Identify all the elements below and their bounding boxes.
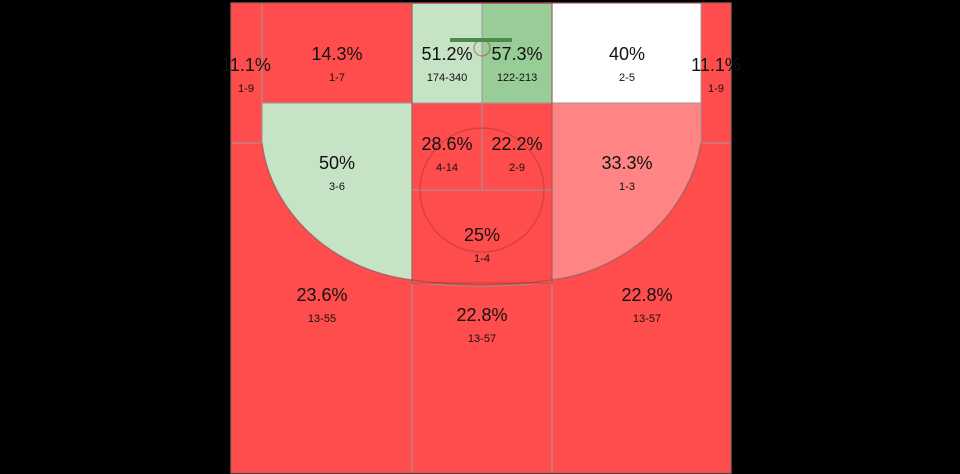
court-border xyxy=(230,2,732,474)
zone-percentage: 11.1% xyxy=(691,55,741,75)
zone-record: 1-9 xyxy=(238,83,254,95)
zone-record: 174-340 xyxy=(427,72,467,84)
zone-percentage: 51.2% xyxy=(421,44,472,64)
court-lines xyxy=(230,2,732,474)
zone-percentage: 14.3% xyxy=(311,44,362,64)
zone-record: 3-6 xyxy=(329,181,345,193)
zone-record: 13-57 xyxy=(468,333,496,345)
zone-percentage: 11.1% xyxy=(221,55,271,75)
zone-record: 1-4 xyxy=(474,253,490,265)
zone-record: 13-55 xyxy=(308,313,336,325)
zone-record: 4-14 xyxy=(436,162,458,174)
zone-record: 122-213 xyxy=(497,72,537,84)
zone-percentage: 28.6% xyxy=(421,134,472,154)
paint xyxy=(411,2,553,284)
zone-percentage: 33.3% xyxy=(601,153,652,173)
zone-percentage: 22.2% xyxy=(491,134,542,154)
zone-percentage: 23.6% xyxy=(296,285,347,305)
zone-record: 13-57 xyxy=(633,313,661,325)
zone-record: 2-9 xyxy=(509,162,525,174)
zone-percentage: 50% xyxy=(319,153,355,173)
zone-percentage: 40% xyxy=(609,44,645,64)
three-point-arc xyxy=(261,142,702,286)
zone-percentage: 22.8% xyxy=(456,305,507,325)
zone-percentage: 22.8% xyxy=(621,285,672,305)
zone-record: 1-9 xyxy=(708,83,724,95)
zone xyxy=(230,142,413,474)
free-throw-circle xyxy=(419,127,545,253)
zone-percentage: 57.3% xyxy=(491,44,542,64)
zone-record: 1-3 xyxy=(619,181,635,193)
zone-record: 2-5 xyxy=(619,72,635,84)
zone-record: 1-7 xyxy=(329,72,345,84)
zone-percentage: 25% xyxy=(464,225,500,245)
zone xyxy=(551,142,732,474)
